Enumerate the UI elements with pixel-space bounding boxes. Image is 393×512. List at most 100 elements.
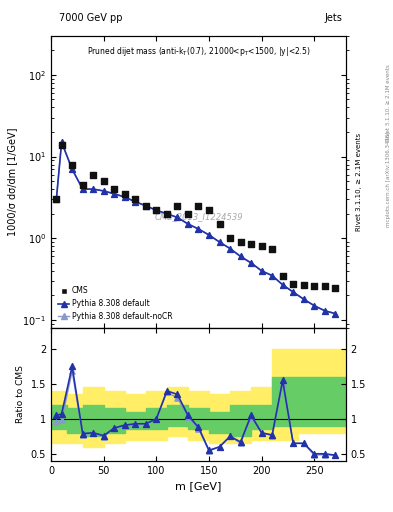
CMS <box>122 190 128 198</box>
Pythia 8.308 default-noCR <box>174 214 180 222</box>
Text: 7000 GeV pp: 7000 GeV pp <box>59 13 123 23</box>
Pythia 8.308 default-noCR <box>101 187 107 195</box>
Pythia 8.308 default <box>164 209 170 218</box>
CMS <box>164 209 170 218</box>
Point <box>101 432 107 440</box>
Point <box>217 443 223 451</box>
Pythia 8.308 default-noCR <box>59 138 65 146</box>
Pythia 8.308 default-noCR <box>206 231 212 239</box>
Pythia 8.308 default <box>311 302 318 310</box>
CMS <box>279 271 286 280</box>
Point <box>59 410 65 418</box>
CMS <box>132 195 138 203</box>
Pythia 8.308 default-noCR <box>164 209 170 218</box>
Point <box>269 431 275 439</box>
Point <box>101 433 107 441</box>
Point <box>132 420 138 429</box>
Point <box>227 432 233 440</box>
Pythia 8.308 default <box>217 238 223 246</box>
Pythia 8.308 default <box>279 281 286 289</box>
CMS <box>143 202 149 210</box>
Pythia 8.308 default <box>90 185 96 193</box>
Point <box>185 413 191 421</box>
Point <box>279 380 286 388</box>
Point <box>195 424 202 433</box>
Point <box>174 390 180 398</box>
Pythia 8.308 default <box>132 198 138 206</box>
Point <box>122 421 128 429</box>
Point <box>311 451 318 459</box>
Point <box>153 415 160 423</box>
Point <box>132 420 138 428</box>
Point <box>279 376 286 385</box>
CMS <box>332 284 338 292</box>
Point <box>79 430 86 438</box>
CMS <box>111 185 118 193</box>
Point <box>69 362 75 371</box>
Text: CMS_2013_I1224539: CMS_2013_I1224539 <box>154 212 243 222</box>
Point <box>290 439 296 447</box>
Pythia 8.308 default-noCR <box>143 202 149 210</box>
CMS <box>101 177 107 185</box>
Pythia 8.308 default <box>174 214 180 222</box>
Text: Rivet 3.1.10, ≥ 2.1M events: Rivet 3.1.10, ≥ 2.1M events <box>386 64 391 141</box>
Point <box>69 367 75 375</box>
Pythia 8.308 default <box>206 231 212 239</box>
CMS <box>259 242 265 250</box>
CMS <box>153 206 160 215</box>
CMS <box>53 195 59 203</box>
Pythia 8.308 default <box>227 244 233 252</box>
Pythia 8.308 default <box>195 225 202 233</box>
Point <box>259 429 265 437</box>
Pythia 8.308 default <box>290 288 296 296</box>
Point <box>332 451 338 459</box>
Pythia 8.308 default-noCR <box>248 259 254 267</box>
CMS <box>248 240 254 248</box>
Point <box>321 451 328 459</box>
Point <box>332 451 338 459</box>
Point <box>122 422 128 430</box>
CMS <box>69 160 75 168</box>
Point <box>321 450 328 458</box>
Pythia 8.308 default-noCR <box>290 288 296 296</box>
CMS <box>290 280 296 288</box>
Point <box>311 450 318 458</box>
Pythia 8.308 default <box>301 295 307 303</box>
Pythia 8.308 default <box>153 206 160 215</box>
Pythia 8.308 default <box>269 271 275 280</box>
CMS <box>269 244 275 252</box>
Pythia 8.308 default <box>237 252 244 261</box>
CMS <box>79 181 86 189</box>
Y-axis label: Ratio to CMS: Ratio to CMS <box>16 366 25 423</box>
Pythia 8.308 default-noCR <box>217 238 223 246</box>
Pythia 8.308 default-noCR <box>301 295 307 303</box>
Pythia 8.308 default-noCR <box>259 267 265 275</box>
Point <box>153 415 160 423</box>
Pythia 8.308 default-noCR <box>237 252 244 261</box>
Y-axis label: Rivet 3.1.10, ≥ 2.1M events: Rivet 3.1.10, ≥ 2.1M events <box>356 133 362 231</box>
Point <box>79 431 86 439</box>
Pythia 8.308 default <box>101 187 107 195</box>
Pythia 8.308 default-noCR <box>332 310 338 318</box>
Pythia 8.308 default-noCR <box>321 307 328 315</box>
Point <box>248 413 254 421</box>
Pythia 8.308 default-noCR <box>279 281 286 289</box>
Point <box>259 429 265 437</box>
CMS <box>59 141 65 149</box>
Point <box>111 424 118 432</box>
Pythia 8.308 default-noCR <box>195 225 202 233</box>
CMS <box>217 220 223 228</box>
Point <box>269 432 275 440</box>
Pythia 8.308 default-noCR <box>132 198 138 206</box>
CMS <box>185 209 191 218</box>
CMS <box>321 282 328 290</box>
Pythia 8.308 default <box>259 267 265 275</box>
CMS <box>174 202 180 210</box>
Pythia 8.308 default <box>185 220 191 228</box>
Point <box>143 420 149 428</box>
CMS <box>195 202 202 210</box>
CMS <box>90 170 96 179</box>
Pythia 8.308 default <box>53 195 59 203</box>
Point <box>237 439 244 447</box>
Pythia 8.308 default-noCR <box>53 195 59 203</box>
